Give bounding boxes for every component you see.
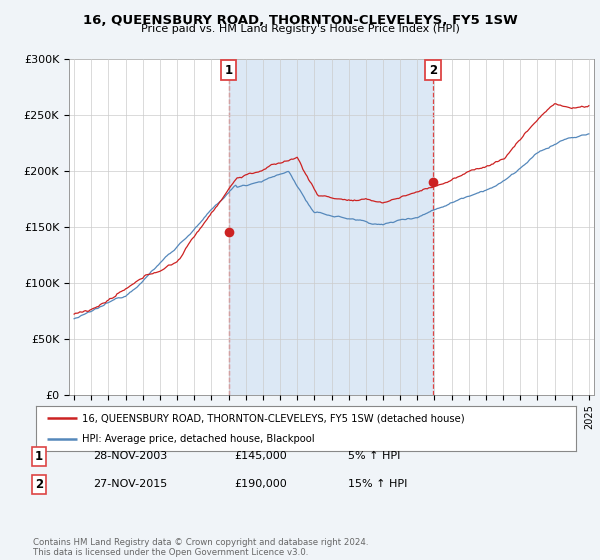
Text: 1: 1 [35,450,43,463]
Bar [229,59,433,395]
Text: 16, QUEENSBURY ROAD, THORNTON-CLEVELEYS, FY5 1SW (detached house): 16, QUEENSBURY ROAD, THORNTON-CLEVELEYS,… [82,413,464,423]
Text: 2: 2 [35,478,43,491]
Text: £145,000: £145,000 [234,451,287,461]
Text: Price paid vs. HM Land Registry's House Price Index (HPI): Price paid vs. HM Land Registry's House … [140,24,460,34]
Text: 1: 1 [224,64,233,77]
Text: 15% ↑ HPI: 15% ↑ HPI [348,479,407,489]
Text: 27-NOV-2015: 27-NOV-2015 [93,479,167,489]
Text: 2: 2 [429,64,437,77]
Text: £190,000: £190,000 [234,479,287,489]
Text: 16, QUEENSBURY ROAD, THORNTON-CLEVELEYS, FY5 1SW: 16, QUEENSBURY ROAD, THORNTON-CLEVELEYS,… [83,14,517,27]
Text: 28-NOV-2003: 28-NOV-2003 [93,451,167,461]
Text: Contains HM Land Registry data © Crown copyright and database right 2024.
This d: Contains HM Land Registry data © Crown c… [33,538,368,557]
Text: HPI: Average price, detached house, Blackpool: HPI: Average price, detached house, Blac… [82,433,314,444]
Text: 5% ↑ HPI: 5% ↑ HPI [348,451,400,461]
